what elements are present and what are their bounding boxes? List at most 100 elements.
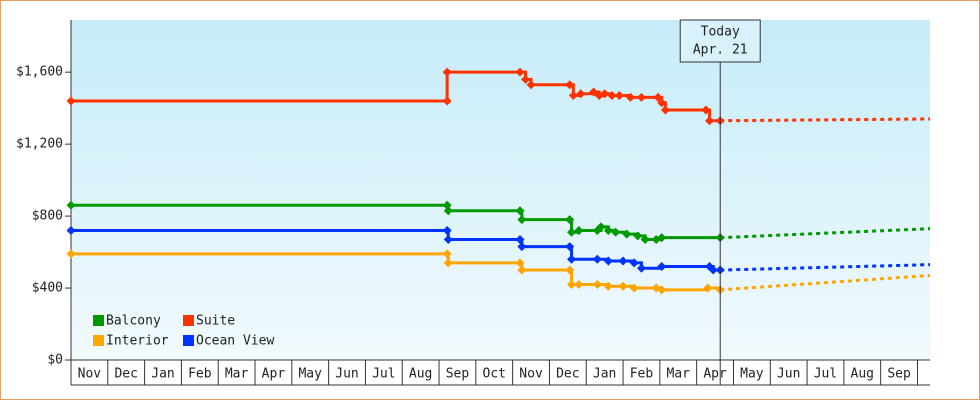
price-point: [517, 215, 527, 225]
price-point: [603, 256, 613, 266]
price-point: [517, 265, 527, 275]
price-point: [600, 89, 610, 99]
price-point: [657, 98, 667, 108]
y-tick-label: $1,200: [16, 137, 63, 152]
price-point: [603, 225, 613, 235]
price-point: [703, 283, 713, 293]
x-tick-label: Jun: [777, 367, 800, 382]
y-tick-label: $0: [47, 353, 63, 368]
price-point: [660, 105, 670, 115]
x-tick-label: Nov: [519, 367, 543, 382]
price-point: [640, 234, 650, 244]
price-point: [515, 258, 525, 268]
price-point: [442, 96, 452, 106]
price-point: [66, 249, 76, 259]
price-point: [567, 227, 577, 237]
x-tick-label: Jan: [151, 367, 174, 382]
legend-label: Ocean View: [196, 334, 274, 349]
price-point: [66, 200, 76, 210]
today-label: Today: [701, 25, 740, 40]
price-point: [565, 242, 575, 252]
price-point: [636, 92, 646, 102]
price-point: [603, 281, 613, 291]
price-point: [515, 206, 525, 216]
x-tick-label: May: [298, 367, 322, 382]
price-point: [596, 222, 606, 232]
x-tick-label: Feb: [188, 367, 212, 382]
forecast-line: [720, 273, 931, 292]
today-date: Apr. 21: [693, 43, 748, 58]
x-tick-label: Jan: [593, 367, 616, 382]
y-tick-label: $1,600: [16, 65, 63, 80]
price-line: [71, 252, 722, 292]
price-point: [568, 91, 578, 101]
x-tick-label: Oct: [483, 367, 506, 382]
legend-label: Balcony: [106, 314, 161, 329]
x-tick-label: Apr: [703, 367, 727, 382]
price-point: [66, 96, 76, 106]
price-point: [515, 234, 525, 244]
x-tick-label: Jun: [335, 367, 358, 382]
price-point: [657, 285, 667, 295]
price-point: [629, 258, 639, 268]
price-point: [622, 229, 632, 239]
price-point: [574, 225, 584, 235]
price-point: [708, 265, 718, 275]
legend-swatch: [183, 335, 194, 346]
x-tick-label: Dec: [556, 367, 579, 382]
price-point: [701, 105, 711, 115]
legend-swatch: [93, 315, 104, 326]
price-point: [567, 254, 577, 264]
price-point: [633, 231, 643, 241]
y-tick-label: $800: [32, 209, 63, 224]
price-point: [625, 92, 635, 102]
price-point: [574, 279, 584, 289]
price-point: [592, 254, 602, 264]
forecast-line: [720, 263, 931, 272]
x-tick-label: Jul: [372, 367, 395, 382]
price-point: [565, 80, 575, 90]
price-point: [442, 249, 452, 259]
price-point: [442, 225, 452, 235]
price-point: [636, 263, 646, 273]
legend-swatch: [93, 335, 104, 346]
price-point: [618, 256, 628, 266]
price-point: [657, 233, 667, 243]
price-point: [526, 80, 536, 90]
x-tick-label: Jul: [814, 367, 837, 382]
forecast-line: [720, 227, 931, 240]
price-point: [618, 281, 628, 291]
x-tick-label: Sep: [446, 367, 470, 382]
x-tick-label: Apr: [262, 367, 286, 382]
x-tick-label: Nov: [78, 367, 102, 382]
price-point: [629, 283, 639, 293]
x-tick-label: Aug: [409, 367, 432, 382]
x-tick-label: Sep: [887, 367, 911, 382]
price-point: [589, 87, 599, 97]
x-tick-label: Mar: [667, 367, 691, 382]
price-point: [565, 265, 575, 275]
price-point: [567, 279, 577, 289]
today-box: [679, 19, 761, 63]
x-tick-label: Feb: [630, 367, 654, 382]
y-tick-label: $400: [32, 281, 63, 296]
price-point: [66, 225, 76, 235]
price-point: [521, 74, 531, 84]
price-point: [653, 92, 663, 102]
price-point: [443, 234, 453, 244]
x-tick-label: Mar: [225, 367, 249, 382]
price-point: [443, 206, 453, 216]
x-tick-label: Aug: [851, 367, 874, 382]
price-point: [614, 91, 624, 101]
price-point: [442, 67, 452, 77]
x-tick-label: Dec: [114, 367, 137, 382]
price-point: [607, 91, 617, 101]
price-point: [576, 89, 586, 99]
x-tick-label: May: [740, 367, 764, 382]
price-point: [705, 116, 715, 126]
forecast-line: [720, 117, 931, 123]
price-point: [515, 67, 525, 77]
price-point: [565, 215, 575, 225]
